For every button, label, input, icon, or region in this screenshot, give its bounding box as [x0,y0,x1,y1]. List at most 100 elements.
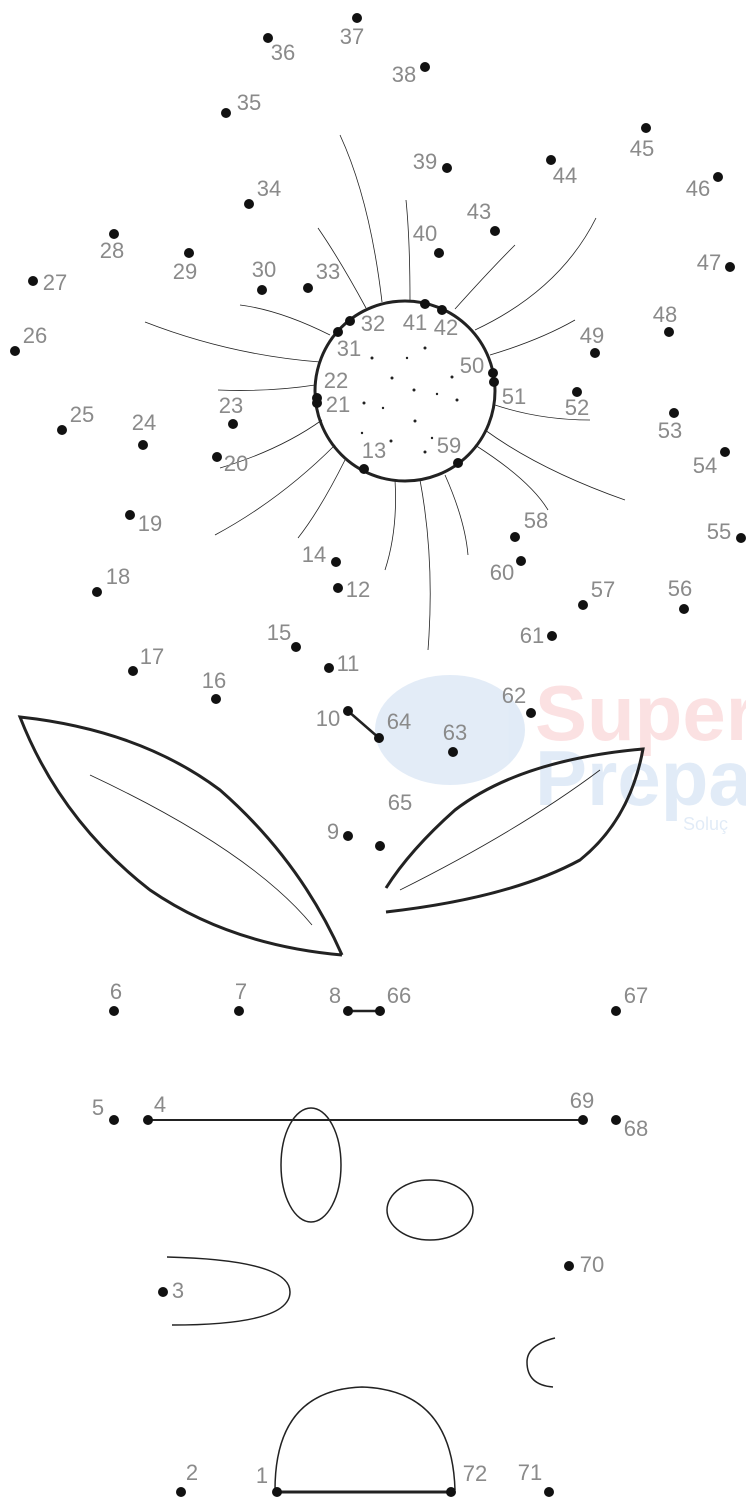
dot [212,452,222,462]
dot [352,13,362,23]
dot [679,604,689,614]
dot [244,199,254,209]
dot-label: 4 [154,1092,166,1117]
dot [434,248,444,258]
dot-label: 68 [624,1116,648,1141]
dot-label: 63 [443,720,467,745]
dot [303,283,313,293]
dot [331,557,341,567]
dot-label: 62 [502,683,526,708]
dot-label: 11 [337,651,360,676]
dot-label: 8 [329,983,341,1008]
dot [510,532,520,542]
dot-label: 43 [467,199,491,224]
petals [145,135,625,650]
puzzle: Super Prepa Soluç [0,0,746,1497]
dot-label: 18 [106,564,130,589]
dot [143,1115,153,1125]
dot [720,447,730,457]
dot-label: 25 [70,402,94,427]
dot-label: 64 [387,709,411,734]
dot [448,747,458,757]
dot [374,733,384,743]
dot [92,587,102,597]
dot [359,464,369,474]
dot-label: 24 [132,410,156,435]
dot-label: 48 [653,302,677,327]
dot [664,327,674,337]
dot-label: 42 [434,315,458,340]
dot [228,419,238,429]
dot-label: 1 [256,1463,268,1488]
dot [490,226,500,236]
dot-label: 30 [252,257,276,282]
dot [109,1006,119,1016]
dot [420,62,430,72]
given-lines [148,711,583,1492]
dot-label: 21 [326,392,350,417]
dot [669,408,679,418]
dot [176,1487,186,1497]
dot-label: 39 [413,149,437,174]
dot-label: 40 [413,221,437,246]
dot [725,262,735,272]
dot [442,163,452,173]
dot-label: 38 [392,62,416,87]
dot-label: 12 [346,577,370,602]
dot [489,377,499,387]
dot [736,533,746,543]
dot-label: 54 [693,453,717,478]
dot-label: 52 [565,395,589,420]
watermark-text: Prepa [535,734,746,822]
dot-label: 7 [235,979,247,1004]
dot [234,1006,244,1016]
dot [343,831,353,841]
dot-label: 71 [518,1460,542,1485]
dot [526,708,536,718]
dot [312,393,322,403]
dot-label: 10 [316,706,340,731]
dot [343,1006,353,1016]
dot [446,1487,456,1497]
dot [158,1287,168,1297]
dot [578,600,588,610]
dot-label: 50 [460,353,484,378]
dot [420,299,430,309]
dot [345,316,355,326]
dot-label: 15 [267,620,291,645]
dot-label: 37 [340,24,364,49]
dot-label: 32 [361,311,385,336]
dot-label: 13 [362,438,386,463]
dot [221,108,231,118]
dot-label: 20 [224,451,248,476]
dot [488,368,498,378]
dot-label: 5 [92,1095,104,1120]
dot-label: 47 [697,250,721,275]
dot-label: 55 [707,519,731,544]
dot [184,248,194,258]
dot-label: 16 [202,668,226,693]
dot-label: 59 [437,433,461,458]
dot-label: 41 [403,310,427,335]
dot-label: 72 [463,1461,487,1486]
page: Super Prepa Soluç [0,0,746,1497]
dot-label: 69 [570,1088,594,1113]
dot [211,694,221,704]
dot [28,276,38,286]
dot-label: 6 [110,979,122,1004]
dot-label: 9 [327,819,339,844]
dot-label: 65 [388,790,412,815]
dot-label: 70 [580,1252,604,1277]
dot-label: 27 [43,270,67,295]
dot [590,348,600,358]
dot [375,1006,385,1016]
dot-label: 29 [173,259,197,284]
dot-label: 19 [138,511,162,536]
flower [145,135,625,650]
dot [324,663,334,673]
dot-label: 28 [100,238,124,263]
dot-label: 23 [219,393,243,418]
dot-label: 22 [324,368,348,393]
dot-label: 3 [172,1278,184,1303]
dot-label: 46 [686,176,710,201]
